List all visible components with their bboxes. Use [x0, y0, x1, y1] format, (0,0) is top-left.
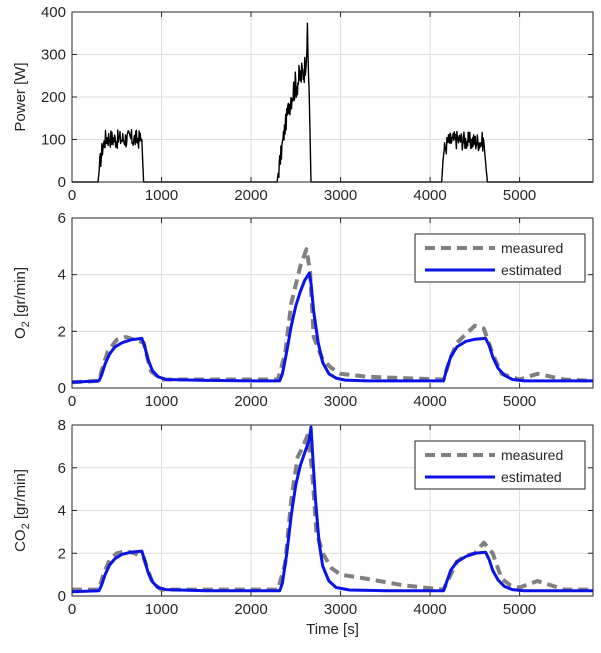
y-tick-label: 6 — [58, 460, 66, 477]
x-tick-label: 4000 — [413, 601, 446, 618]
series-line-estimated — [71, 271, 593, 384]
legend-box — [414, 233, 586, 283]
y-tick-label: 100 — [41, 132, 66, 149]
y-tick-label: 400 — [41, 4, 66, 21]
y-tick-label: 6 — [58, 210, 66, 227]
series-line-measured — [71, 247, 594, 385]
y-tick-label: 4 — [58, 267, 66, 284]
x-tick-label: 1000 — [145, 187, 178, 204]
y-axis-label: Power [W] — [12, 62, 29, 131]
x-tick-label: 0 — [68, 601, 76, 618]
x-tick-label: 5000 — [503, 187, 536, 204]
y-tick-label: 300 — [41, 47, 66, 64]
legend-label-measured: measured — [501, 240, 563, 256]
y-tick-label: 2 — [58, 323, 66, 340]
chart-panel-1: 0 1000 2000 3000 4000 5000 0 100 200 300 400 Power … — [12, 4, 594, 204]
y-tick-label: 4 — [58, 503, 66, 520]
legend-label-estimated: estimated — [501, 262, 562, 278]
y-tick-label: 0 — [58, 380, 66, 397]
series-line-estimated — [71, 425, 593, 594]
x-tick-label: 3000 — [324, 601, 357, 618]
y-tick-label: 8 — [58, 417, 66, 434]
x-axis-label: Time [s] — [306, 621, 359, 638]
x-tick-label: 5000 — [503, 393, 536, 410]
chart-panel-2: 0 1000 2000 3000 4000 5000 0 2 4 6 O2 [gr/min] meas… — [12, 210, 594, 410]
x-tick-label: 2000 — [234, 393, 267, 410]
chart-panel-3: 0 1000 2000 3000 4000 5000 0 2 4 6 8 CO2 [gr/min] Ti… — [12, 417, 594, 638]
x-tick-label: 3000 — [324, 187, 357, 204]
x-tick-label: 0 — [68, 393, 76, 410]
x-tick-label: 0 — [68, 187, 76, 204]
x-tick-label: 2000 — [234, 601, 267, 618]
x-tick-label: 1000 — [145, 601, 178, 618]
x-tick-label: 5000 — [503, 601, 536, 618]
y-tick-label: 2 — [58, 545, 66, 562]
x-tick-label: 4000 — [413, 393, 446, 410]
legend-label-measured: measured — [501, 447, 563, 463]
y-tick-label: 0 — [58, 174, 66, 191]
x-tick-label: 1000 — [145, 393, 178, 410]
x-tick-label: 4000 — [413, 187, 446, 204]
y-tick-label: 200 — [41, 89, 66, 106]
y-axis-label: O2 [gr/min] — [12, 267, 32, 339]
y-tick-label: 0 — [58, 588, 66, 605]
y-axis-label: CO2 [gr/min] — [12, 469, 32, 552]
legend: measured estimated — [414, 233, 586, 283]
legend-box — [414, 440, 586, 490]
legend-label-estimated: estimated — [501, 469, 562, 485]
axes-box — [71, 217, 594, 389]
x-tick-label: 2000 — [234, 187, 267, 204]
x-tick-label: 3000 — [324, 393, 357, 410]
legend: measured estimated — [414, 440, 586, 490]
